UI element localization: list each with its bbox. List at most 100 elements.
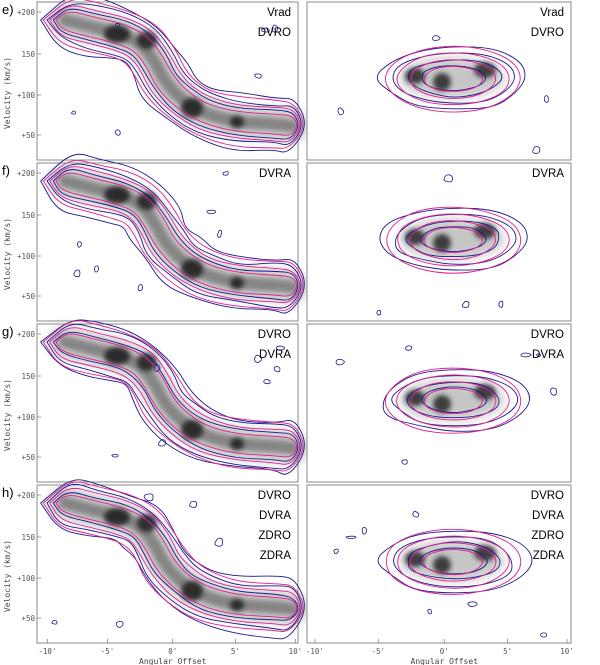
model-contour [42,320,304,472]
noise-contour [540,632,548,638]
right-plot-area [376,174,528,316]
emission-peak [104,25,130,43]
noise-contour [536,353,541,357]
x-axis-label: Angular Offset [139,657,207,665]
observed-contour [46,483,302,631]
emission-peak [104,186,130,204]
right-panel: Vrad DVRO [306,1,572,161]
noise-contour [94,265,99,273]
noise-contour [335,358,345,366]
noise-contour [376,309,382,316]
row-label: f) [2,163,10,178]
panel-row-e: e) Vrad DVRO Vrad DVRO +200 150 +100 +50 Velocity… [2,0,572,161]
noise-contour [217,229,222,238]
emission-peak [104,347,130,365]
noise-contour [412,510,420,518]
noise-contour [222,171,229,176]
model-contour [423,227,483,253]
observed-contour [407,541,501,580]
row-label: h) [2,485,14,500]
noise-contour [345,535,357,540]
right-panel: DVRA [306,162,572,322]
emission-peak [181,98,203,118]
noise-contour [206,209,217,215]
noise-contour [467,601,478,607]
y-tick-label: 150 [21,50,35,59]
noise-contour [111,454,119,458]
x-tick-label: 5' [231,647,240,656]
model-contour [55,11,298,136]
noise-contour [271,24,279,33]
emission-peak [230,599,244,611]
observed-contour [46,323,302,470]
emission-peak [137,514,157,532]
model-contour [410,59,497,99]
y-tick-label: 150 [21,211,35,220]
left-plot-area [40,319,307,475]
y-axis-label: Velocity (km/s) [3,540,12,612]
model-tag: Vrad [540,7,564,19]
noise-contour [543,95,549,103]
y-axis-label: Velocity (km/s) [3,379,12,451]
x-tick-label: -5' [101,647,115,656]
noise-contour [498,300,504,308]
model-tag: DVRO [258,329,291,341]
model-contour [49,487,301,626]
emission-peak [433,395,451,413]
noise-contour [143,493,154,502]
row-label: g) [2,324,14,339]
noise-contour [263,379,271,385]
model-tag: DVRO [258,490,291,502]
model-contour [55,333,298,458]
right-plot-area [333,510,548,638]
model-contour [385,528,522,595]
model-contour [49,166,301,304]
y-tick-label: +200 [17,169,36,178]
model-tag: DVRO [258,27,291,39]
noise-contour [254,354,263,363]
model-tag: ZDRA [260,550,292,562]
left-panel: DVRO DVRA ZDRO ZDRA [36,479,307,644]
model-contour [42,0,304,149]
noise-contour [51,619,58,625]
y-axis-label: Velocity (km/s) [3,57,12,129]
observed-contour [52,8,299,140]
panel-row-f: f) DVRA DVRA +200 150 +100 +50 Velocity (km/s) [2,153,572,322]
model-tag: ZDRO [531,530,564,542]
y-tick-label: +200 [17,330,36,339]
y-axis-label: Velocity (km/s) [3,218,12,290]
observed-contour [419,547,488,575]
model-contour [55,172,298,297]
left-panel: Vrad DVRO [36,0,307,161]
y-tick-label: +50 [21,614,35,623]
model-contour [49,5,301,143]
model-contour [409,542,497,582]
observed-contour [52,169,299,301]
y-tick-label: +50 [21,453,35,462]
observed-contour [46,163,302,309]
model-contour [423,388,483,414]
y-tick-label: +100 [17,574,36,583]
noise-contour [550,387,557,396]
right-panel: DVRO DVRA ZDRO ZDRA [306,484,572,644]
observed-contour [46,3,302,145]
y-tick-label: +100 [17,91,36,100]
row-label: e) [2,2,14,17]
left-plot-area [40,479,307,640]
emission-peak [230,116,244,128]
emission-peak [181,581,203,601]
noise-contour [273,366,281,373]
noise-contour [427,608,432,615]
noise-contour [114,129,121,136]
model-tag: DVRA [259,168,291,180]
noise-contour [261,27,270,33]
model-contour [42,160,304,311]
model-tag: ZDRO [258,530,291,542]
emission-peak [181,259,203,279]
y-tick-label: 150 [21,372,35,381]
emission-peak [104,508,130,526]
left-panel: DVRO DVRA [36,319,307,483]
x-tick-label: -5' [372,647,386,656]
noise-contour [361,526,368,535]
